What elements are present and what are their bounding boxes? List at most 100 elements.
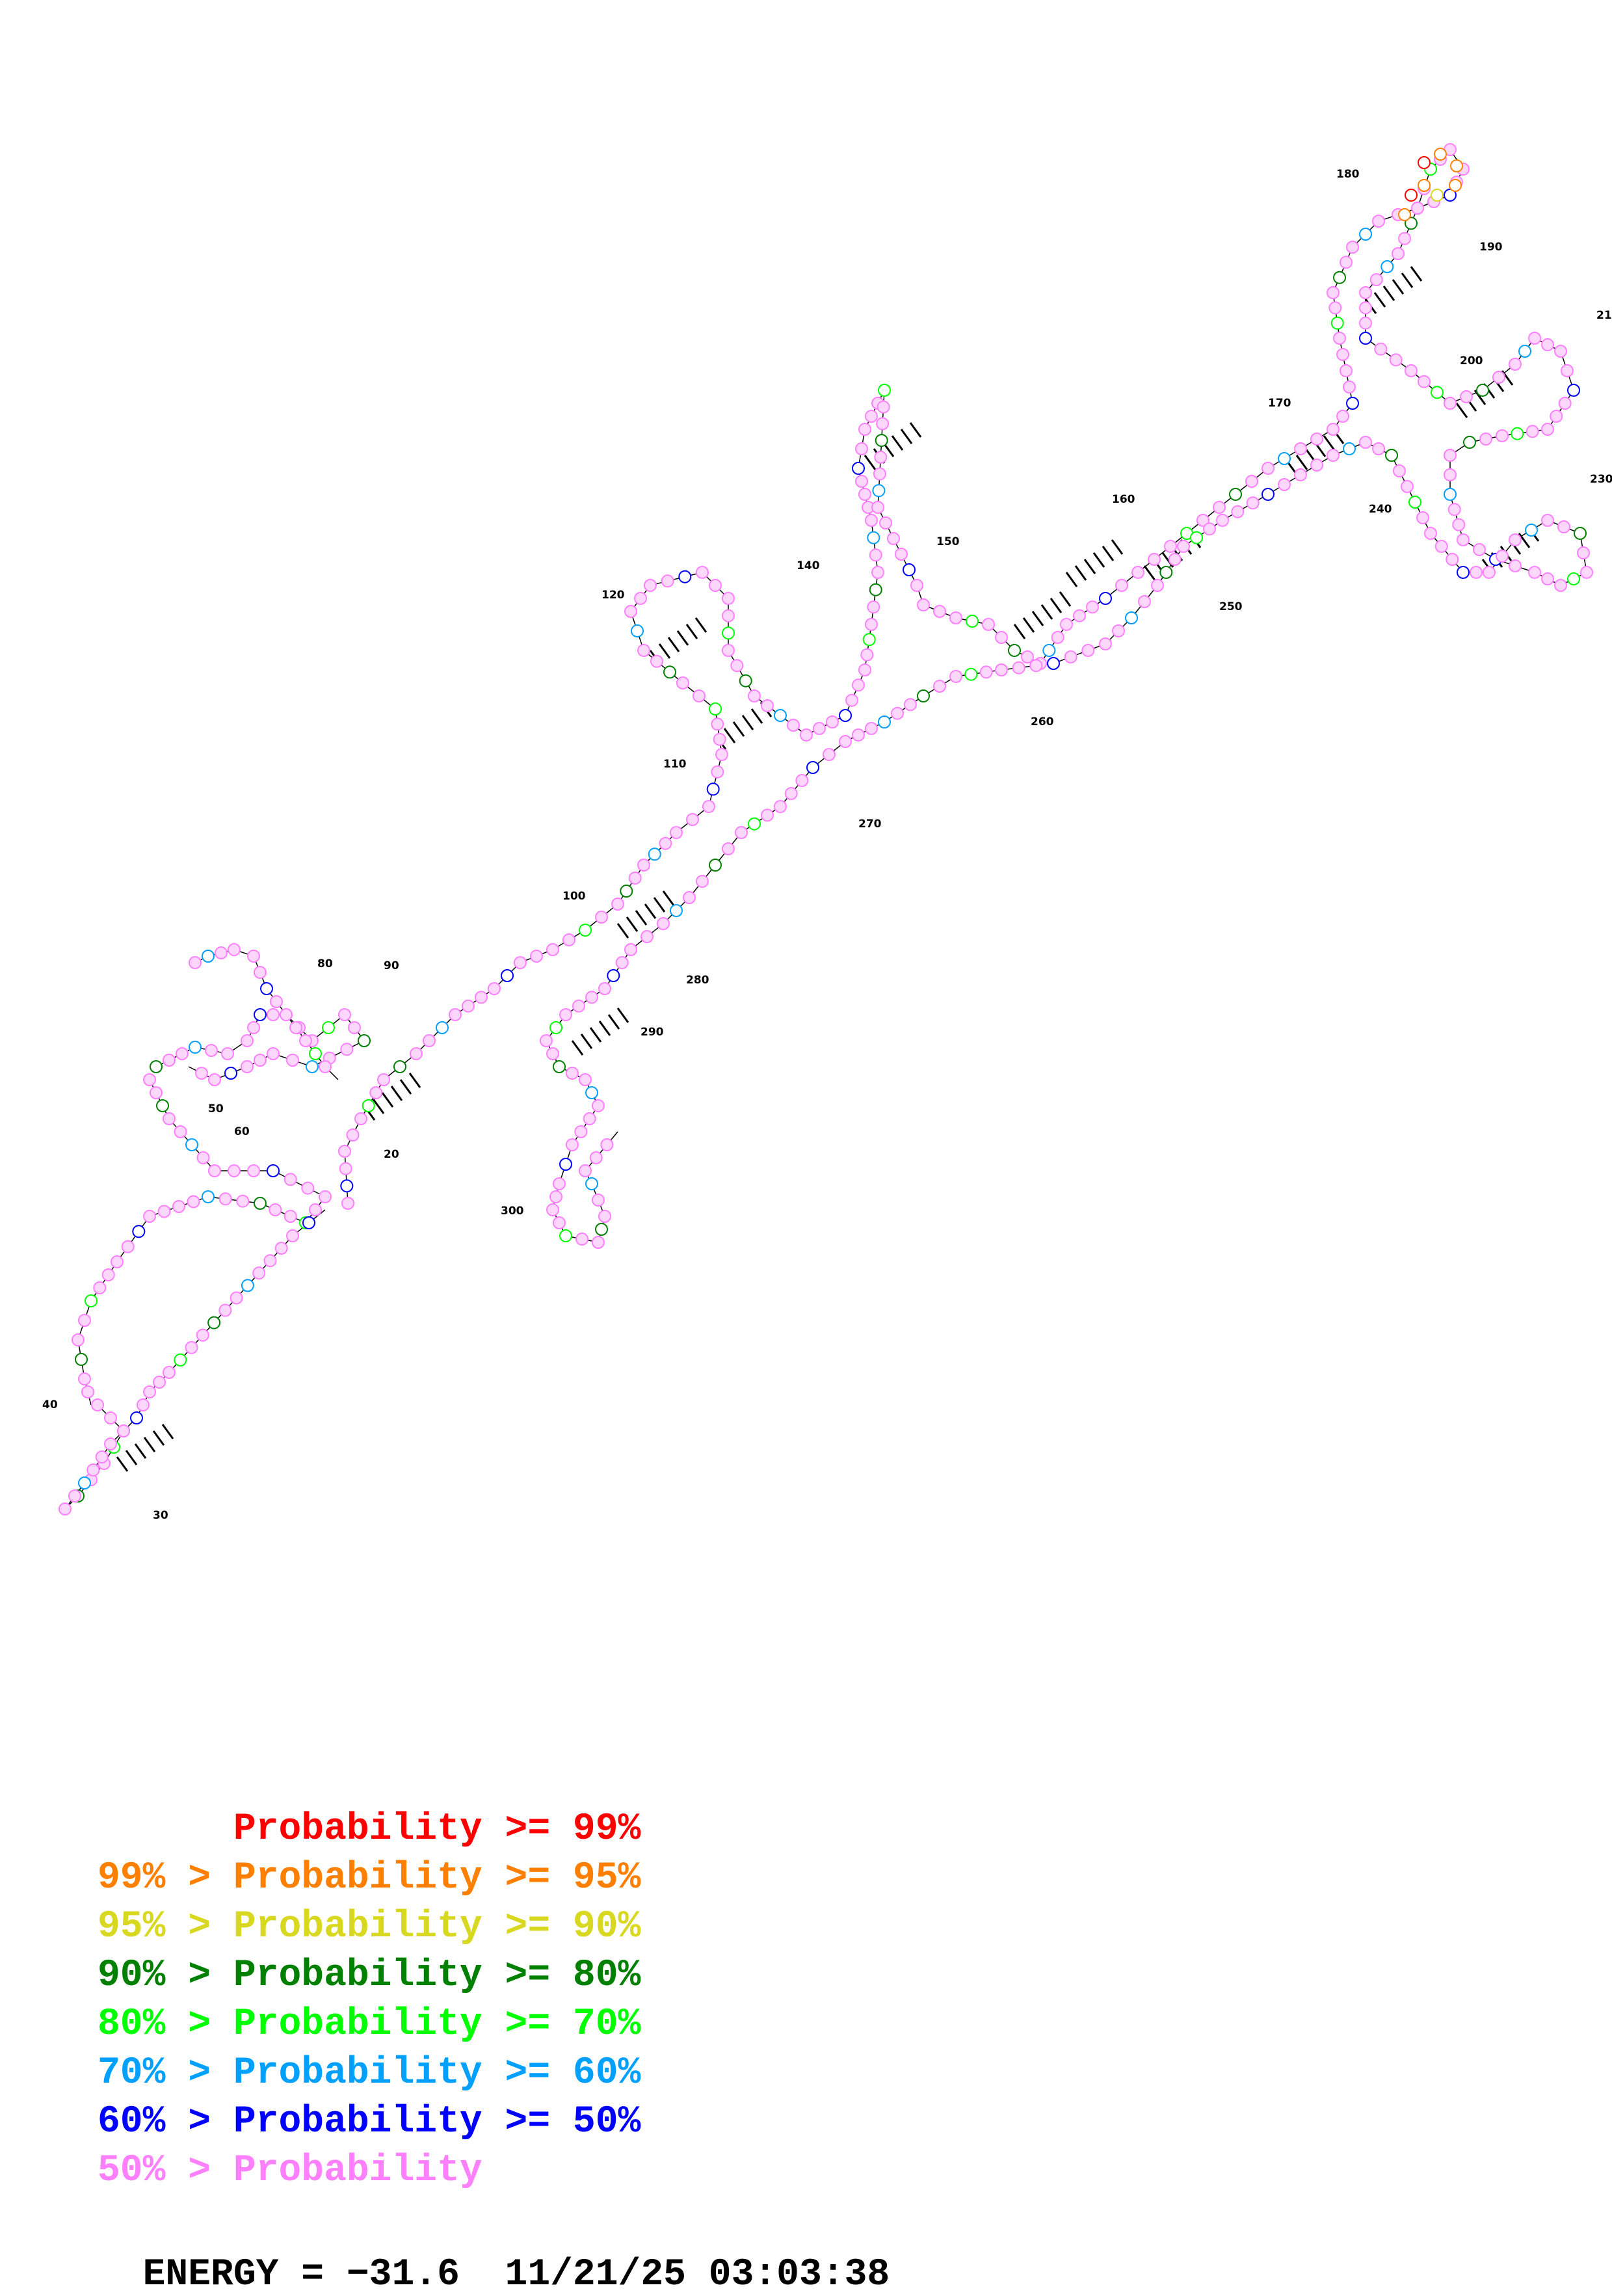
nucleotide (748, 817, 761, 831)
nucleotide (657, 917, 670, 930)
base-pair-bond (1083, 559, 1096, 574)
nucleotide (872, 484, 886, 498)
base-pair-bond (399, 1079, 412, 1095)
nucleotide (1528, 332, 1541, 345)
nucleotide (260, 982, 273, 995)
position-label: 270 (858, 818, 882, 831)
nucleotide (1138, 595, 1151, 608)
nucleotide (852, 462, 865, 475)
nucleotide (1444, 488, 1457, 501)
nucleotide (339, 1162, 352, 1175)
position-label: 300 (501, 1205, 524, 1218)
nucleotide (982, 618, 995, 631)
base-pair-bond (1295, 455, 1308, 470)
nucleotide (1550, 410, 1563, 423)
nucleotide (583, 1112, 596, 1125)
nucleotide (661, 574, 674, 588)
nucleotide (917, 689, 930, 702)
nucleotide (559, 1158, 572, 1171)
nucleotide (241, 1060, 254, 1073)
nucleotide (683, 891, 696, 904)
nucleotide (1081, 644, 1095, 657)
nucleotide (306, 1060, 319, 1073)
base-pair-bond (864, 455, 877, 470)
nucleotide (585, 991, 598, 1004)
nucleotide (634, 592, 647, 605)
nucleotide (715, 748, 728, 761)
nucleotide (309, 1203, 322, 1216)
nucleotide (252, 1266, 266, 1280)
nucleotide (224, 1067, 237, 1080)
nucleotide (559, 1229, 572, 1242)
nucleotide (761, 699, 774, 712)
base-pair-bond (1092, 552, 1105, 568)
nucleotide (104, 1411, 117, 1424)
nucleotide (143, 1073, 156, 1086)
nucleotide (1333, 271, 1346, 284)
nucleotide (709, 702, 722, 715)
nucleotide (1359, 228, 1372, 241)
legend-text: Probability >= 99% (233, 1808, 641, 1850)
nucleotide (1554, 345, 1567, 358)
nucleotide (869, 583, 882, 596)
nucleotide (1064, 650, 1077, 663)
base-pair-bond (653, 897, 666, 913)
base-pair-bond (1022, 617, 1035, 633)
nucleotide (436, 1021, 449, 1034)
nucleotide (137, 1398, 150, 1411)
nucleotide (933, 605, 946, 618)
nucleotide (270, 995, 283, 1008)
nucleotide (322, 1021, 335, 1034)
nucleotide (553, 1177, 566, 1190)
nucleotide (659, 836, 672, 850)
nucleotide (1401, 480, 1414, 493)
nucleotide (354, 1112, 367, 1125)
nucleotide (1554, 579, 1567, 592)
nucleotide (1177, 540, 1190, 553)
nucleotide (595, 911, 608, 924)
nucleotide (254, 966, 267, 979)
nucleotide (72, 1333, 85, 1346)
nucleotide (150, 1086, 163, 1099)
nucleotide (631, 624, 644, 637)
nucleotide (1528, 566, 1541, 579)
nucleotide (1444, 449, 1457, 462)
nucleotide (289, 1021, 302, 1034)
nucleotide (1411, 202, 1424, 215)
base-pair-bond (1065, 572, 1078, 587)
nucleotide (1418, 179, 1431, 192)
nucleotide (1330, 316, 1344, 330)
nucleotide (143, 1385, 156, 1398)
nucleotide (1398, 232, 1411, 245)
legend-text: Probability >= 70% (233, 2003, 641, 2046)
position-label: 30 (153, 1509, 168, 1522)
base-pair-bond (1373, 292, 1386, 308)
base-pair-bond (1050, 598, 1063, 613)
nucleotide (1518, 345, 1531, 358)
position-label: 230 (1590, 473, 1612, 486)
nucleotide (600, 1138, 614, 1151)
nucleotide (267, 1008, 280, 1021)
nucleotide (711, 717, 724, 731)
nucleotide (904, 698, 917, 712)
legend-row: Probability >= 99% (98, 1805, 641, 1854)
nucleotide (1457, 533, 1470, 546)
nucleotide (875, 434, 888, 447)
base-pair-bond (1455, 403, 1468, 418)
nucleotide (1541, 423, 1554, 436)
position-label: 100 (562, 890, 586, 903)
nucleotide (284, 1210, 297, 1223)
base-pair-bond (667, 637, 680, 652)
nucleotide (299, 1034, 312, 1047)
nucleotide (823, 748, 836, 761)
base-pair-bond (134, 1443, 147, 1459)
nucleotide (628, 872, 642, 885)
base-pair-bond (1143, 565, 1156, 581)
nucleotide (1558, 397, 1572, 410)
nucleotide (1450, 159, 1463, 172)
nucleotide (579, 1073, 592, 1086)
nucleotide (917, 598, 930, 611)
nucleotide (150, 1060, 163, 1073)
legend-prefix: 90% > (98, 1955, 233, 1997)
nucleotide (338, 1145, 351, 1158)
